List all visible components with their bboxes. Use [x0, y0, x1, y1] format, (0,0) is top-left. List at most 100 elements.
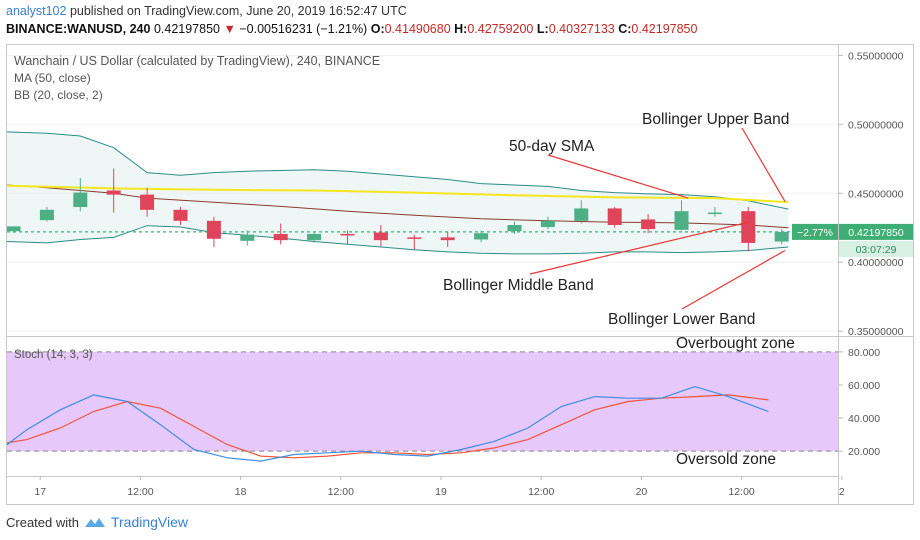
high-label: H:	[454, 22, 468, 36]
price-grid	[7, 54, 838, 332]
candle-body	[106, 190, 121, 195]
candle	[474, 230, 489, 243]
price-axis[interactable]: 0.55000000 0.50000000 0.45000000 0.40000000…	[838, 50, 904, 338]
candle-body	[206, 220, 221, 239]
candle-body	[440, 237, 455, 241]
ma-legend[interactable]: MA (50, close)	[14, 71, 91, 85]
low-label: L:	[536, 22, 549, 36]
candle	[373, 224, 388, 247]
time-tick-label: 12:00	[127, 486, 153, 498]
countdown-tag	[839, 240, 913, 257]
candle-body	[73, 192, 88, 208]
candle-body	[774, 231, 789, 242]
candle-body	[7, 226, 21, 232]
annotations: Bollinger Upper Band 50-day SMA Bollinger …	[443, 111, 789, 328]
candle	[73, 178, 88, 212]
candle	[607, 207, 622, 228]
time-tick-label: 2	[839, 486, 845, 498]
annotation-arrow	[547, 154, 689, 199]
candle	[39, 207, 54, 222]
last-price-tag	[839, 223, 913, 240]
stoch-band-fill	[7, 351, 838, 452]
author-link[interactable]: analyst102	[6, 4, 67, 18]
annotation-arrow	[741, 127, 786, 202]
footer-text: Created with	[6, 514, 79, 530]
price-pane[interactable]: Bollinger Upper Band 50-day SMA Bollinger …	[6, 54, 838, 332]
candle	[273, 223, 288, 245]
time-tick-label: 19	[435, 486, 447, 498]
open-value: 0.41490680	[384, 22, 451, 36]
candle	[574, 200, 589, 224]
candle-body	[373, 232, 388, 241]
candle	[7, 226, 21, 233]
candle-body	[173, 209, 188, 221]
stoch-axis[interactable]: 80.000 60.000 40.000 20.000	[838, 347, 880, 458]
candle-body	[407, 237, 422, 239]
candle	[707, 207, 722, 217]
footer: Created with TradingView	[6, 514, 188, 530]
annotation-label: Bollinger Upper Band	[642, 111, 789, 128]
candle-body	[273, 233, 288, 241]
stoch-tick-label: 40.000	[848, 413, 880, 425]
annotation-arrow	[529, 221, 749, 275]
annotation-label: 50-day SMA	[509, 138, 595, 155]
annotation-label: Bollinger Lower Band	[608, 311, 755, 328]
time-tick-label: 12:00	[328, 486, 354, 498]
price-tick-label: 0.45000000	[848, 188, 904, 200]
candle	[240, 230, 255, 246]
symbol-label: BINANCE:WANUSD, 240	[6, 22, 151, 36]
stoch-tick-label: 80.000	[848, 347, 880, 359]
tradingview-logo-icon	[84, 518, 105, 527]
candle-body	[741, 211, 756, 243]
candle	[407, 234, 422, 250]
candle-body	[140, 194, 155, 210]
stoch-k-line	[6, 385, 769, 462]
stoch-pane[interactable]: Overbought zone Oversold zone	[6, 335, 838, 468]
price-tick-label: 0.35000000	[848, 326, 904, 338]
change-value: −0.00516231 (−1.21%)	[239, 22, 368, 36]
candle	[507, 221, 522, 234]
candle	[741, 207, 756, 252]
candle-body	[674, 211, 689, 230]
last-price-tag-label: 0.42197850	[848, 227, 904, 239]
open-label: O:	[370, 22, 385, 36]
low-value: 0.40327133	[548, 22, 615, 36]
down-arrow-icon: ▼	[223, 22, 236, 36]
price-tick-label: 0.55000000	[848, 50, 904, 62]
stoch-tick-label: 60.000	[848, 380, 880, 392]
price-tick-label: 0.40000000	[848, 257, 904, 269]
time-tick-label: 18	[235, 486, 247, 498]
chart-title: Wanchain / US Dollar (calculated by Trad…	[14, 54, 380, 68]
candle	[173, 207, 188, 225]
bollinger-lower-line	[6, 225, 789, 255]
candle-body	[540, 220, 555, 228]
change-tag-label: −2.77%	[797, 227, 833, 239]
chart-frame	[6, 44, 914, 505]
candle	[340, 230, 355, 245]
tradingview-brand-link[interactable]: TradingView	[110, 514, 189, 530]
time-axis[interactable]: 17 12:00 18 12:00 19 12:00 20 12:00 2	[34, 476, 845, 498]
publish-text: published on TradingView.com, June 20, 2…	[66, 4, 407, 18]
overbought-label: Overbought zone	[676, 335, 795, 352]
price-tags: −2.77% 0.42197850 03:07:29	[792, 223, 913, 257]
stoch-annotations: Overbought zone Oversold zone	[676, 335, 795, 468]
stoch-tick-label: 20.000	[848, 446, 880, 458]
stoch-legend[interactable]: Stoch (14, 3, 3)	[14, 349, 93, 361]
candle	[540, 216, 555, 230]
high-value: 0.42759200	[467, 22, 534, 36]
time-tick-label: 17	[34, 486, 46, 498]
candle-body	[507, 224, 522, 232]
close-label: C:	[618, 22, 632, 36]
candle	[440, 231, 455, 248]
candle	[106, 168, 121, 213]
bb-legend[interactable]: BB (20, close, 2)	[14, 88, 103, 102]
candle-body	[574, 208, 589, 221]
candle	[774, 229, 789, 245]
publish-info: analyst102 published on TradingView.com,…	[6, 4, 407, 18]
time-tick-label: 20	[636, 486, 648, 498]
symbol-quote-line: BINANCE:WANUSD, 240 0.42197850 ▼ −0.0051…	[6, 22, 697, 36]
candle-body	[340, 233, 355, 236]
change-tag	[792, 223, 838, 240]
candle-body	[607, 208, 622, 225]
